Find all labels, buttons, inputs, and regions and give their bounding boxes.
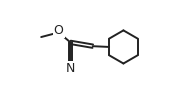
Text: N: N [66, 62, 75, 75]
Text: O: O [54, 24, 64, 37]
